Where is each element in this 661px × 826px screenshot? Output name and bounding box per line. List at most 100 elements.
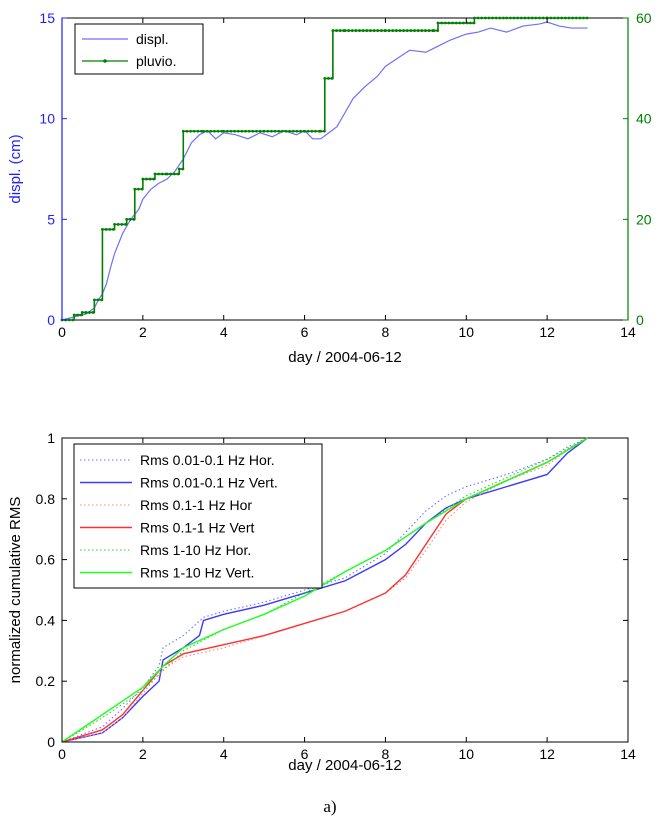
pluvio-marker bbox=[314, 129, 317, 133]
pluvio-marker bbox=[502, 16, 505, 20]
pluvio-marker bbox=[104, 228, 108, 231]
pluvio-marker bbox=[516, 16, 520, 20]
pluvio-marker bbox=[454, 21, 458, 25]
pluvio-marker bbox=[447, 21, 451, 25]
pluvio-marker bbox=[443, 21, 447, 25]
pluvio-marker bbox=[491, 16, 494, 20]
pluvio-marker bbox=[273, 129, 277, 133]
pluvio-marker bbox=[277, 129, 281, 133]
pluvio-marker bbox=[505, 16, 509, 20]
pluvio-marker bbox=[354, 29, 358, 32]
pluvio-marker bbox=[225, 129, 229, 133]
pluvio-marker bbox=[141, 177, 145, 181]
pluvio-marker bbox=[440, 21, 444, 25]
pluvio-marker bbox=[413, 29, 416, 32]
pluvio-marker bbox=[153, 172, 157, 176]
pluvio-marker bbox=[145, 177, 148, 181]
y-tick-label: 0.4 bbox=[36, 612, 56, 628]
pluvio-marker bbox=[476, 16, 480, 20]
y-tick-label: 0.8 bbox=[36, 491, 56, 507]
pluvio-marker bbox=[319, 129, 323, 133]
pluvio-marker bbox=[113, 222, 116, 226]
pluvio-marker bbox=[101, 228, 104, 231]
chart2-x-axis-label: day / 2004-06-12 bbox=[288, 757, 401, 774]
x-tick-label: 8 bbox=[382, 746, 390, 762]
pluvio-marker bbox=[181, 129, 185, 133]
chart2-legend-box bbox=[73, 443, 323, 589]
chart1-series-group bbox=[60, 16, 589, 322]
pluvio-marker bbox=[556, 16, 560, 20]
pluvio-marker bbox=[80, 311, 84, 314]
pluvio-marker bbox=[284, 129, 288, 133]
pluvio-marker bbox=[574, 16, 578, 20]
pluvio-marker bbox=[169, 172, 173, 176]
pluvio-marker bbox=[347, 29, 351, 32]
pluvio-marker bbox=[128, 217, 132, 221]
pluvio-marker bbox=[472, 21, 476, 25]
pluvio-marker bbox=[327, 77, 330, 80]
pluvio-marker bbox=[451, 21, 454, 25]
pluvio-marker bbox=[288, 129, 292, 133]
x-tick-label: 8 bbox=[382, 324, 390, 340]
pluvio-marker bbox=[125, 217, 129, 221]
pluvio-marker bbox=[216, 129, 220, 133]
pluvio-marker bbox=[567, 16, 571, 20]
pluvio-marker bbox=[358, 29, 361, 32]
pluvio-marker bbox=[258, 129, 262, 133]
pluvio-marker bbox=[202, 129, 205, 133]
pluvio-marker bbox=[494, 16, 498, 20]
y-tick-label: 0.2 bbox=[36, 673, 56, 689]
pluvio-marker bbox=[295, 129, 299, 133]
pluvio-marker bbox=[291, 129, 295, 133]
pluvio-marker bbox=[270, 129, 273, 133]
pluvio-marker bbox=[420, 29, 424, 32]
pluvio-marker bbox=[80, 313, 83, 317]
pluvio-marker bbox=[405, 29, 409, 32]
pluvio-marker bbox=[220, 129, 224, 133]
rms-chart: 0 2 4 6 8 10 12 14 0 0.2 0.4 0.6 0.8 1 day / 2004-06… bbox=[7, 430, 636, 774]
pluvio-marker bbox=[213, 129, 216, 133]
y-right-tick-label: 20 bbox=[636, 211, 652, 227]
pluvio-marker bbox=[240, 129, 244, 133]
pluvio-marker bbox=[192, 129, 196, 133]
series-line-1 bbox=[61, 437, 588, 743]
displacement-chart: 0 2 4 6 8 10 12 14 0 5 10 15 0 20 40 60 day / 2004-06… bbox=[7, 10, 652, 366]
pluvio-marker bbox=[350, 29, 354, 32]
pluvio-marker bbox=[72, 313, 76, 317]
pluvio-marker bbox=[108, 228, 112, 231]
pluvio-marker bbox=[538, 16, 541, 20]
x-tick-label: 2 bbox=[139, 324, 147, 340]
pluvio-marker bbox=[176, 172, 180, 176]
pluvio-marker bbox=[189, 129, 192, 133]
chart1-x-axis-label: day / 2004-06-12 bbox=[288, 349, 401, 366]
y-tick-label: 0 bbox=[47, 312, 55, 328]
pluvio-marker bbox=[91, 311, 95, 314]
legend-label-4: Rms 1-10 Hz Hor. bbox=[140, 542, 251, 558]
pluvio-marker bbox=[402, 29, 406, 32]
chart1-y-ticks: 0 5 10 15 bbox=[39, 10, 67, 328]
pluvio-marker bbox=[233, 129, 237, 133]
x-tick-label: 6 bbox=[301, 746, 309, 762]
chart2-legend: Rms 0.01-0.1 Hz Hor. Rms 0.01-0.1 Hz Vert… bbox=[73, 443, 323, 589]
pluvio-marker bbox=[369, 29, 372, 32]
pluvio-marker bbox=[132, 217, 136, 221]
pluvio-marker bbox=[427, 29, 431, 32]
pluvio-marker bbox=[322, 129, 326, 133]
chart2-x-ticks: 0 2 4 6 8 10 12 14 bbox=[58, 438, 636, 762]
pluvio-marker bbox=[116, 222, 120, 226]
pluvio-marker bbox=[200, 129, 203, 133]
x-tick-label: 12 bbox=[539, 746, 555, 762]
series-pluvio-markers bbox=[60, 16, 589, 322]
x-tick-label: 6 bbox=[301, 324, 309, 340]
x-tick-label: 0 bbox=[58, 746, 66, 762]
pluvio-marker bbox=[335, 29, 338, 32]
pluvio-marker bbox=[527, 16, 530, 20]
pluvio-marker bbox=[137, 187, 140, 191]
pluvio-marker bbox=[480, 16, 484, 20]
legend-label-1: Rms 0.01-0.1 Hz Vert. bbox=[140, 475, 278, 491]
series-displ-line bbox=[61, 21, 588, 321]
chart1-legend-label-pluvio: pluvio. bbox=[136, 53, 176, 69]
pluvio-marker bbox=[306, 129, 310, 133]
chart1-legend-box bbox=[74, 23, 204, 75]
figure-caption: a) bbox=[323, 797, 336, 816]
